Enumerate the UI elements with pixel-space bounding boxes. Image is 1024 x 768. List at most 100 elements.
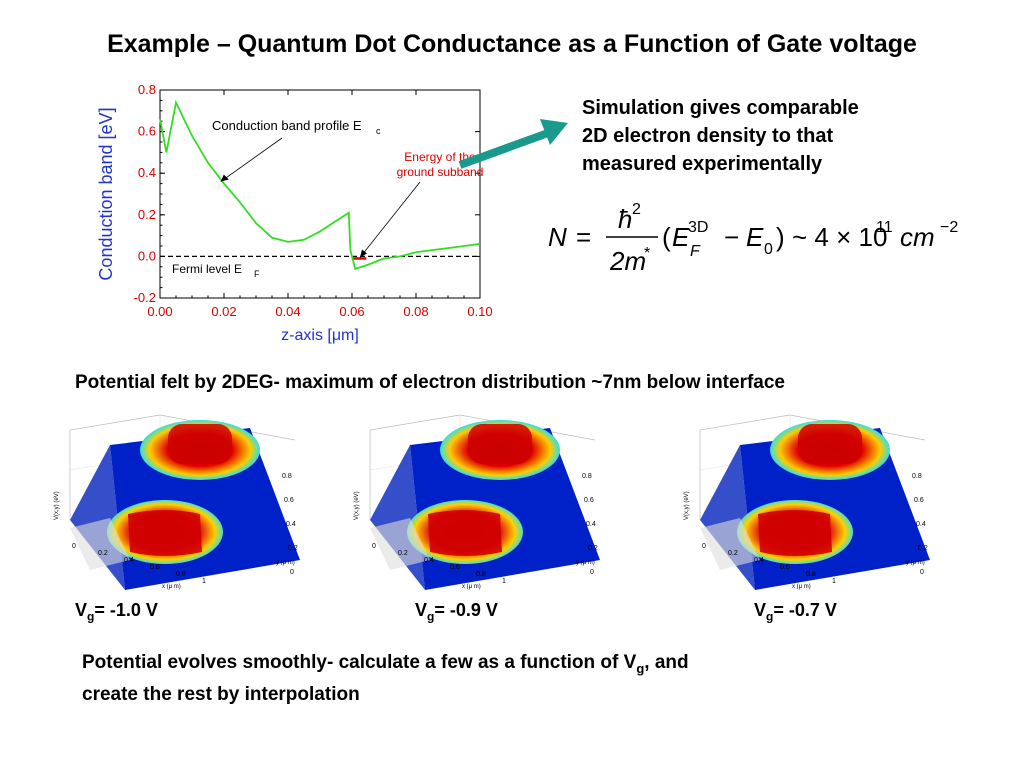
vg-sub: g: [766, 609, 774, 624]
gate-voltage-label-2: Vg= -0.9 V: [415, 600, 498, 624]
vg-sub: g: [427, 609, 435, 624]
eq-exp: 11: [876, 219, 893, 236]
lower-barrier-top: [428, 510, 502, 556]
eq-paren-open: (: [662, 222, 671, 252]
x-axis-label: x (μ m): [792, 584, 811, 590]
callout-line: Simulation gives comparable: [582, 97, 859, 119]
surface-slope: [370, 518, 430, 570]
y-tick-label: 0.4: [586, 521, 596, 528]
pointer-head: [360, 249, 367, 258]
vg-value: = -0.7 V: [773, 600, 837, 620]
x-tick-label: 0.2: [98, 550, 108, 557]
lower-barrier-top: [758, 510, 832, 556]
x-tick-label: 0.2: [398, 550, 408, 557]
y-tick-label: 0: [920, 569, 924, 576]
z-axis-label: V(x,y) (eV): [54, 491, 60, 520]
fermi-level-label: Fermi level E: [172, 262, 242, 276]
x-tick-label: 0.4: [754, 557, 764, 564]
eq-minus: −: [724, 222, 739, 252]
callout-line: measured experimentally: [582, 153, 823, 175]
y-tick-label: 0.6: [284, 497, 294, 504]
eq-E-sup: 3D: [688, 219, 708, 236]
x-axis-label: x (μ m): [462, 584, 481, 590]
x-tick-label: 0.04: [275, 304, 300, 319]
ground-subband-pointer: [359, 181, 421, 258]
surface-plot-3: 0 0.2 0.4 0.6 0.8 1 0 0.2 0.4 0.6 0.8 V(x,y) (eV) x …: [684, 414, 930, 590]
y-axis-label: y (μ m): [276, 560, 295, 566]
x-tick-label: 1: [832, 578, 836, 585]
eq-E-sub: F: [690, 243, 701, 260]
x-tick-label: 0.4: [124, 557, 134, 564]
gate-voltage-label-1: Vg= -1.0 V: [75, 600, 158, 624]
eq-den-sup: *: [644, 245, 650, 262]
conduction-profile-sub: c: [376, 126, 381, 136]
y-tick-label: 0.2: [288, 545, 298, 552]
eq-denominator: 2m: [609, 246, 646, 276]
bottom-line-2: create the rest by interpolation: [82, 683, 360, 705]
surface-slope: [70, 518, 130, 570]
x-axis-label: z-axis [μm]: [281, 327, 359, 344]
bottom-sub: g: [636, 660, 645, 676]
gate-voltage-label-3: Vg= -0.7 V: [754, 600, 837, 624]
y-tick-label: 0.4: [286, 521, 296, 528]
z-axis-label: V(x,y) (eV): [354, 491, 360, 520]
vg-value: = -0.9 V: [434, 600, 498, 620]
upper-barrier-top: [798, 424, 862, 464]
y-tick-label: 0.8: [138, 82, 156, 97]
vg-prefix: V: [754, 600, 767, 620]
eq-equals: =: [576, 222, 591, 252]
vg-prefix: V: [415, 600, 428, 620]
eq-lhs: N: [548, 222, 567, 252]
bottom-text: Potential evolves smoothly- calculate a …: [82, 652, 637, 673]
y-tick-label: 0.4: [916, 521, 926, 528]
y-tick-label: 0.8: [912, 473, 922, 480]
x-tick-label: 0.8: [476, 571, 486, 578]
ground-subband-label-1: Energy of the: [404, 150, 476, 164]
eq-E0-sub: 0: [764, 241, 773, 258]
y-tick-label: 0.0: [138, 248, 156, 263]
y-tick-label: 0.6: [584, 497, 594, 504]
conduction-band-line: [159, 99, 481, 271]
z-axis-label: V(x,y) (eV): [684, 491, 690, 520]
x-tick-label: 0.8: [176, 571, 186, 578]
y-tick-label: 0: [290, 569, 294, 576]
x-tick-label: 0: [372, 543, 376, 550]
bottom-line-1: Potential evolves smoothly- calculate a …: [82, 650, 902, 682]
x-tick-label: 0.10: [467, 304, 492, 319]
surface-plot-1: 0 0.2 0.4 0.6 0.8 1 0 0.2 0.4 0.6 0.8 V(x,y) (eV) x …: [54, 414, 300, 590]
x-tick-label: 0.6: [450, 564, 460, 571]
eq-E: E: [672, 222, 690, 252]
density-equation: N = ħ 2 2m * ( E 3D F − E 0 ) ~ 4 × 10 1…: [548, 201, 958, 276]
x-tick-label: 0.2: [728, 550, 738, 557]
bottom-text-end: , and: [644, 652, 689, 673]
y-axis-label: Conduction band [eV]: [96, 107, 116, 280]
y-tick-label: -0.2: [134, 290, 156, 305]
eq-approx: ~ 4 × 10: [792, 222, 887, 252]
y-tick-label: 0.6: [138, 124, 156, 139]
conduction-profile-label: Conduction band profile E: [212, 118, 362, 133]
x-tick-label: 1: [502, 578, 506, 585]
callout-line: 2D electron density to that: [582, 125, 834, 147]
x-tick-label: 0: [72, 543, 76, 550]
upper-barrier-top: [168, 424, 232, 464]
y-tick-label: 0.6: [914, 497, 924, 504]
conduction-band-chart: 0.00 0.02 0.04 0.06 0.08 0.10 -0.2 0.0 0.2 0.4 0.6…: [96, 82, 493, 344]
x-axis-label: x (μ m): [162, 584, 181, 590]
x-tick-label: 0.6: [150, 564, 160, 571]
x-tick-label: 0.6: [780, 564, 790, 571]
pointer-head: [220, 174, 229, 182]
upper-barrier-top: [468, 424, 532, 464]
eq-paren-close: ): [776, 222, 785, 252]
vg-sub: g: [87, 609, 95, 624]
x-tick-label: 0.06: [339, 304, 364, 319]
surface-slope: [700, 518, 760, 570]
vg-value: = -1.0 V: [94, 600, 158, 620]
bottom-note: Potential evolves smoothly- calculate a …: [82, 650, 902, 708]
eq-numerator: ħ: [618, 204, 632, 234]
surface-plot-2: 0 0.2 0.4 0.6 0.8 1 0 0.2 0.4 0.6 0.8 V(x,y) (eV) x …: [354, 414, 600, 590]
y-tick-label: 0.4: [138, 165, 156, 180]
eq-unit: cm: [900, 222, 935, 252]
page-title: Example – Quantum Dot Conductance as a F…: [107, 30, 917, 58]
x-tick-label: 0.4: [424, 557, 434, 564]
vg-prefix: V: [75, 600, 88, 620]
